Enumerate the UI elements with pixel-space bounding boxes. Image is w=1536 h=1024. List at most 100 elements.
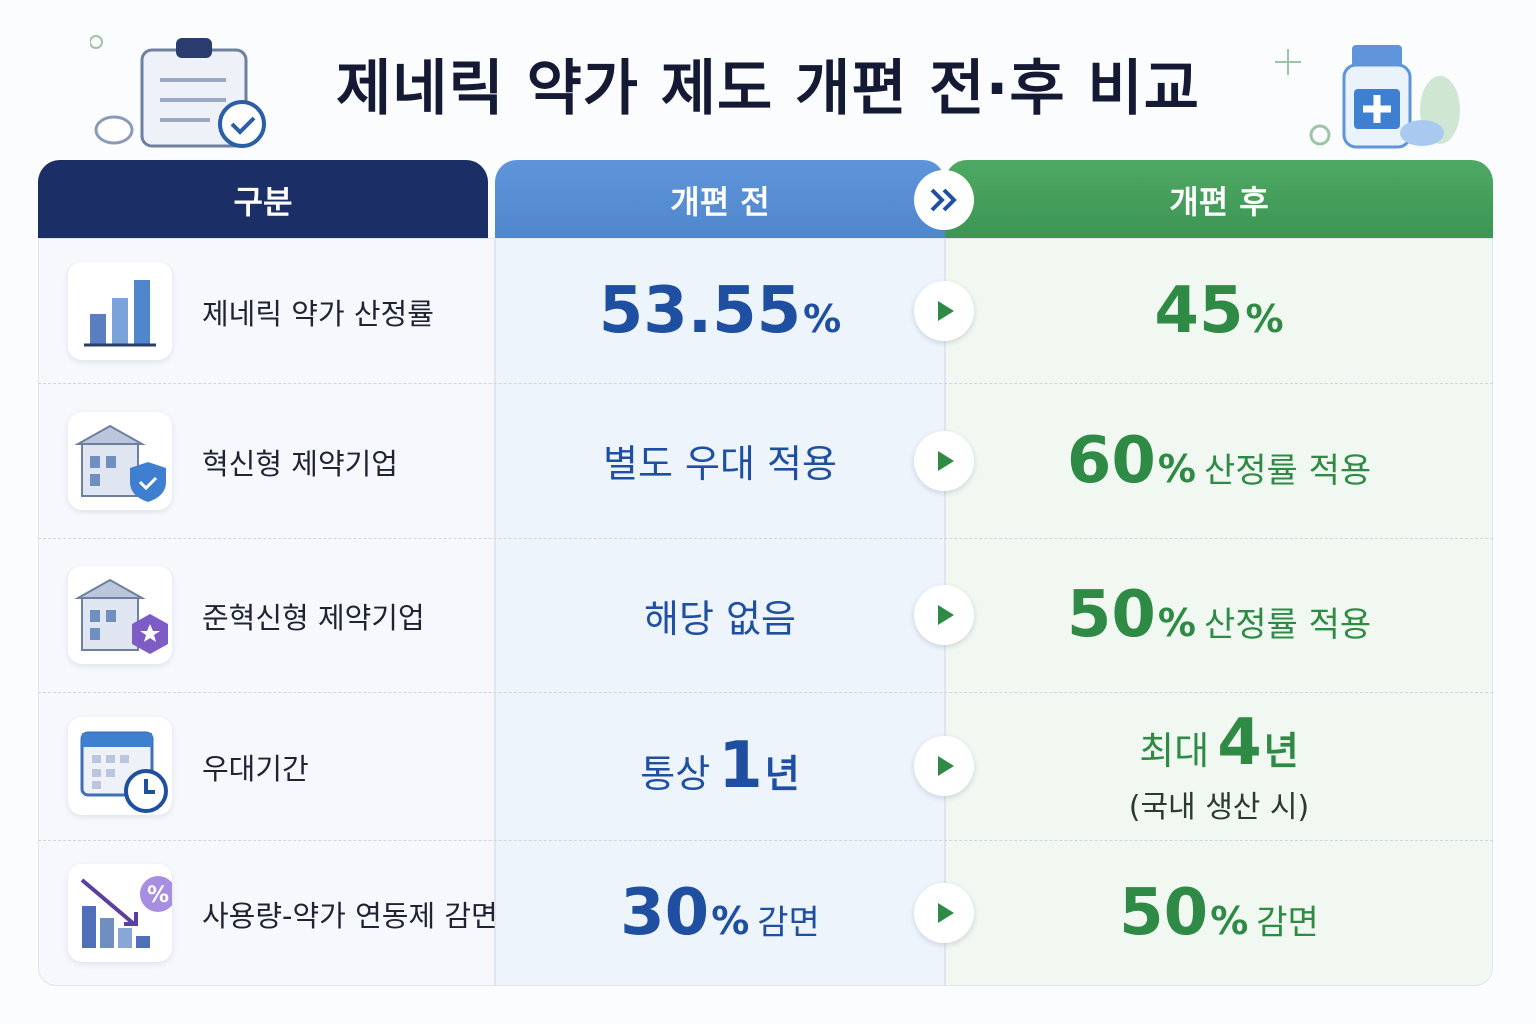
value-number: 50 <box>1119 876 1209 950</box>
icon-shape <box>130 461 166 502</box>
icon-shape <box>140 876 176 912</box>
row-arrow <box>914 736 974 796</box>
row-icon <box>68 411 172 510</box>
value-number: 53.55 <box>598 273 802 348</box>
value-number: 50 <box>1066 578 1156 652</box>
icon-shape <box>90 455 100 468</box>
row-separator <box>38 538 1493 539</box>
value-cell: 60% 산정률 적용 <box>945 383 1493 538</box>
icon-shape <box>92 769 101 777</box>
icon-shape <box>138 476 158 490</box>
value-prefix: 최대 <box>1139 729 1210 773</box>
icon-shape <box>106 610 116 622</box>
row-separator <box>38 840 1493 841</box>
icon-shape: % <box>147 883 169 908</box>
header-cell: 개편 전 <box>495 160 945 240</box>
icon-shape <box>81 440 139 497</box>
value-number: 30 <box>620 876 710 950</box>
value-text: 감면 <box>1256 903 1319 943</box>
row-label: 우대기간 <box>202 752 309 786</box>
check <box>230 116 256 135</box>
pill <box>94 115 134 145</box>
icon-shape <box>106 755 115 763</box>
value-line: 30% 감면 <box>620 876 820 950</box>
icon-shape <box>120 755 129 763</box>
arrow-shape <box>938 903 954 923</box>
icon-shape <box>134 279 150 344</box>
value-line: 45% <box>1154 274 1283 348</box>
arrow-shape <box>938 756 954 776</box>
value-text: 감면 <box>757 903 820 943</box>
value-line: 60% 산정률 적용 <box>1067 424 1371 498</box>
icon-shape <box>92 755 101 763</box>
value-note: (국내 생산 시) <box>1128 790 1310 825</box>
value-cell: 50% 감면 <box>945 840 1493 986</box>
row-icon <box>68 717 172 815</box>
value-number: 60 <box>1066 423 1156 498</box>
value-line: 53.55% <box>599 274 842 348</box>
value-text: 해당 없음 <box>644 596 796 641</box>
value-unit: % <box>1245 296 1284 341</box>
icon-shape <box>136 936 150 948</box>
icon-shape: % <box>80 876 176 948</box>
pill <box>1400 120 1444 146</box>
value-line: 해당 없음 <box>644 588 796 643</box>
value-text: 산정률 적용 <box>1203 605 1372 645</box>
icon-shape <box>81 595 139 651</box>
value-cell: 해당 없음 <box>495 538 945 692</box>
icon-shape <box>100 918 114 948</box>
row-label: 준혁신형 제약기업 <box>202 601 425 635</box>
value-unit: 년 <box>764 752 800 796</box>
icon-shape <box>84 279 156 346</box>
icon-shape <box>74 424 166 502</box>
arrow-shape <box>938 450 954 471</box>
value-line: 별도 우대 적용 <box>603 433 837 488</box>
value-line: 통상 1 년 <box>640 729 799 803</box>
row-arrow <box>914 585 974 645</box>
value-text: 산정률 적용 <box>1203 450 1372 491</box>
icon-shape <box>80 878 136 926</box>
icon-shape <box>112 297 128 344</box>
value-cell: 최대 4 년 (국내 생산 시) <box>945 692 1493 840</box>
row-separator <box>38 383 1493 384</box>
arrow-shape <box>938 903 954 923</box>
dot <box>90 35 103 49</box>
arrow-shape <box>938 605 954 625</box>
value-unit: % <box>803 296 842 341</box>
row-icon: % <box>68 864 176 962</box>
row-label: 제네릭 약가 산정률 <box>202 296 434 331</box>
icon-shape <box>90 313 106 344</box>
value-cell: 45% <box>945 238 1493 383</box>
icon-shape <box>92 781 101 789</box>
icon-shape <box>124 912 138 926</box>
row-arrow <box>914 883 974 943</box>
value-line: 최대 4 년 <box>1139 706 1298 780</box>
icon-shape <box>92 755 129 789</box>
icon-shape <box>144 779 155 794</box>
arrow-shape <box>938 756 954 776</box>
check-bubble <box>218 100 266 148</box>
header-cell: 구분 <box>38 160 488 240</box>
row-icon <box>68 566 172 664</box>
cross <box>1363 95 1391 123</box>
row-separator <box>38 692 1493 693</box>
arrow-shape <box>938 300 954 321</box>
arrow-shape <box>938 605 954 625</box>
value-prefix: 통상 <box>640 752 711 796</box>
icon-shape <box>74 424 146 445</box>
title: 제네릭 약가 제도 개편 전·후 비교 <box>336 54 1200 124</box>
row-arrow <box>914 430 974 491</box>
value-cell: 30% 감면 <box>495 840 945 986</box>
value-cell: 53.55% <box>495 238 945 383</box>
value-unit: % <box>1157 601 1196 645</box>
icon-shape <box>74 578 146 599</box>
icon-shape <box>90 628 100 640</box>
value-unit: % <box>1210 899 1249 943</box>
value-cell: 50% 산정률 적용 <box>945 538 1493 692</box>
icon-shape <box>82 906 96 948</box>
arrow-shape <box>938 300 954 321</box>
arrow-chevron <box>930 188 957 212</box>
icon-shape <box>106 455 116 468</box>
icon-shape <box>106 769 115 777</box>
value-unit: 년 <box>1263 729 1299 773</box>
